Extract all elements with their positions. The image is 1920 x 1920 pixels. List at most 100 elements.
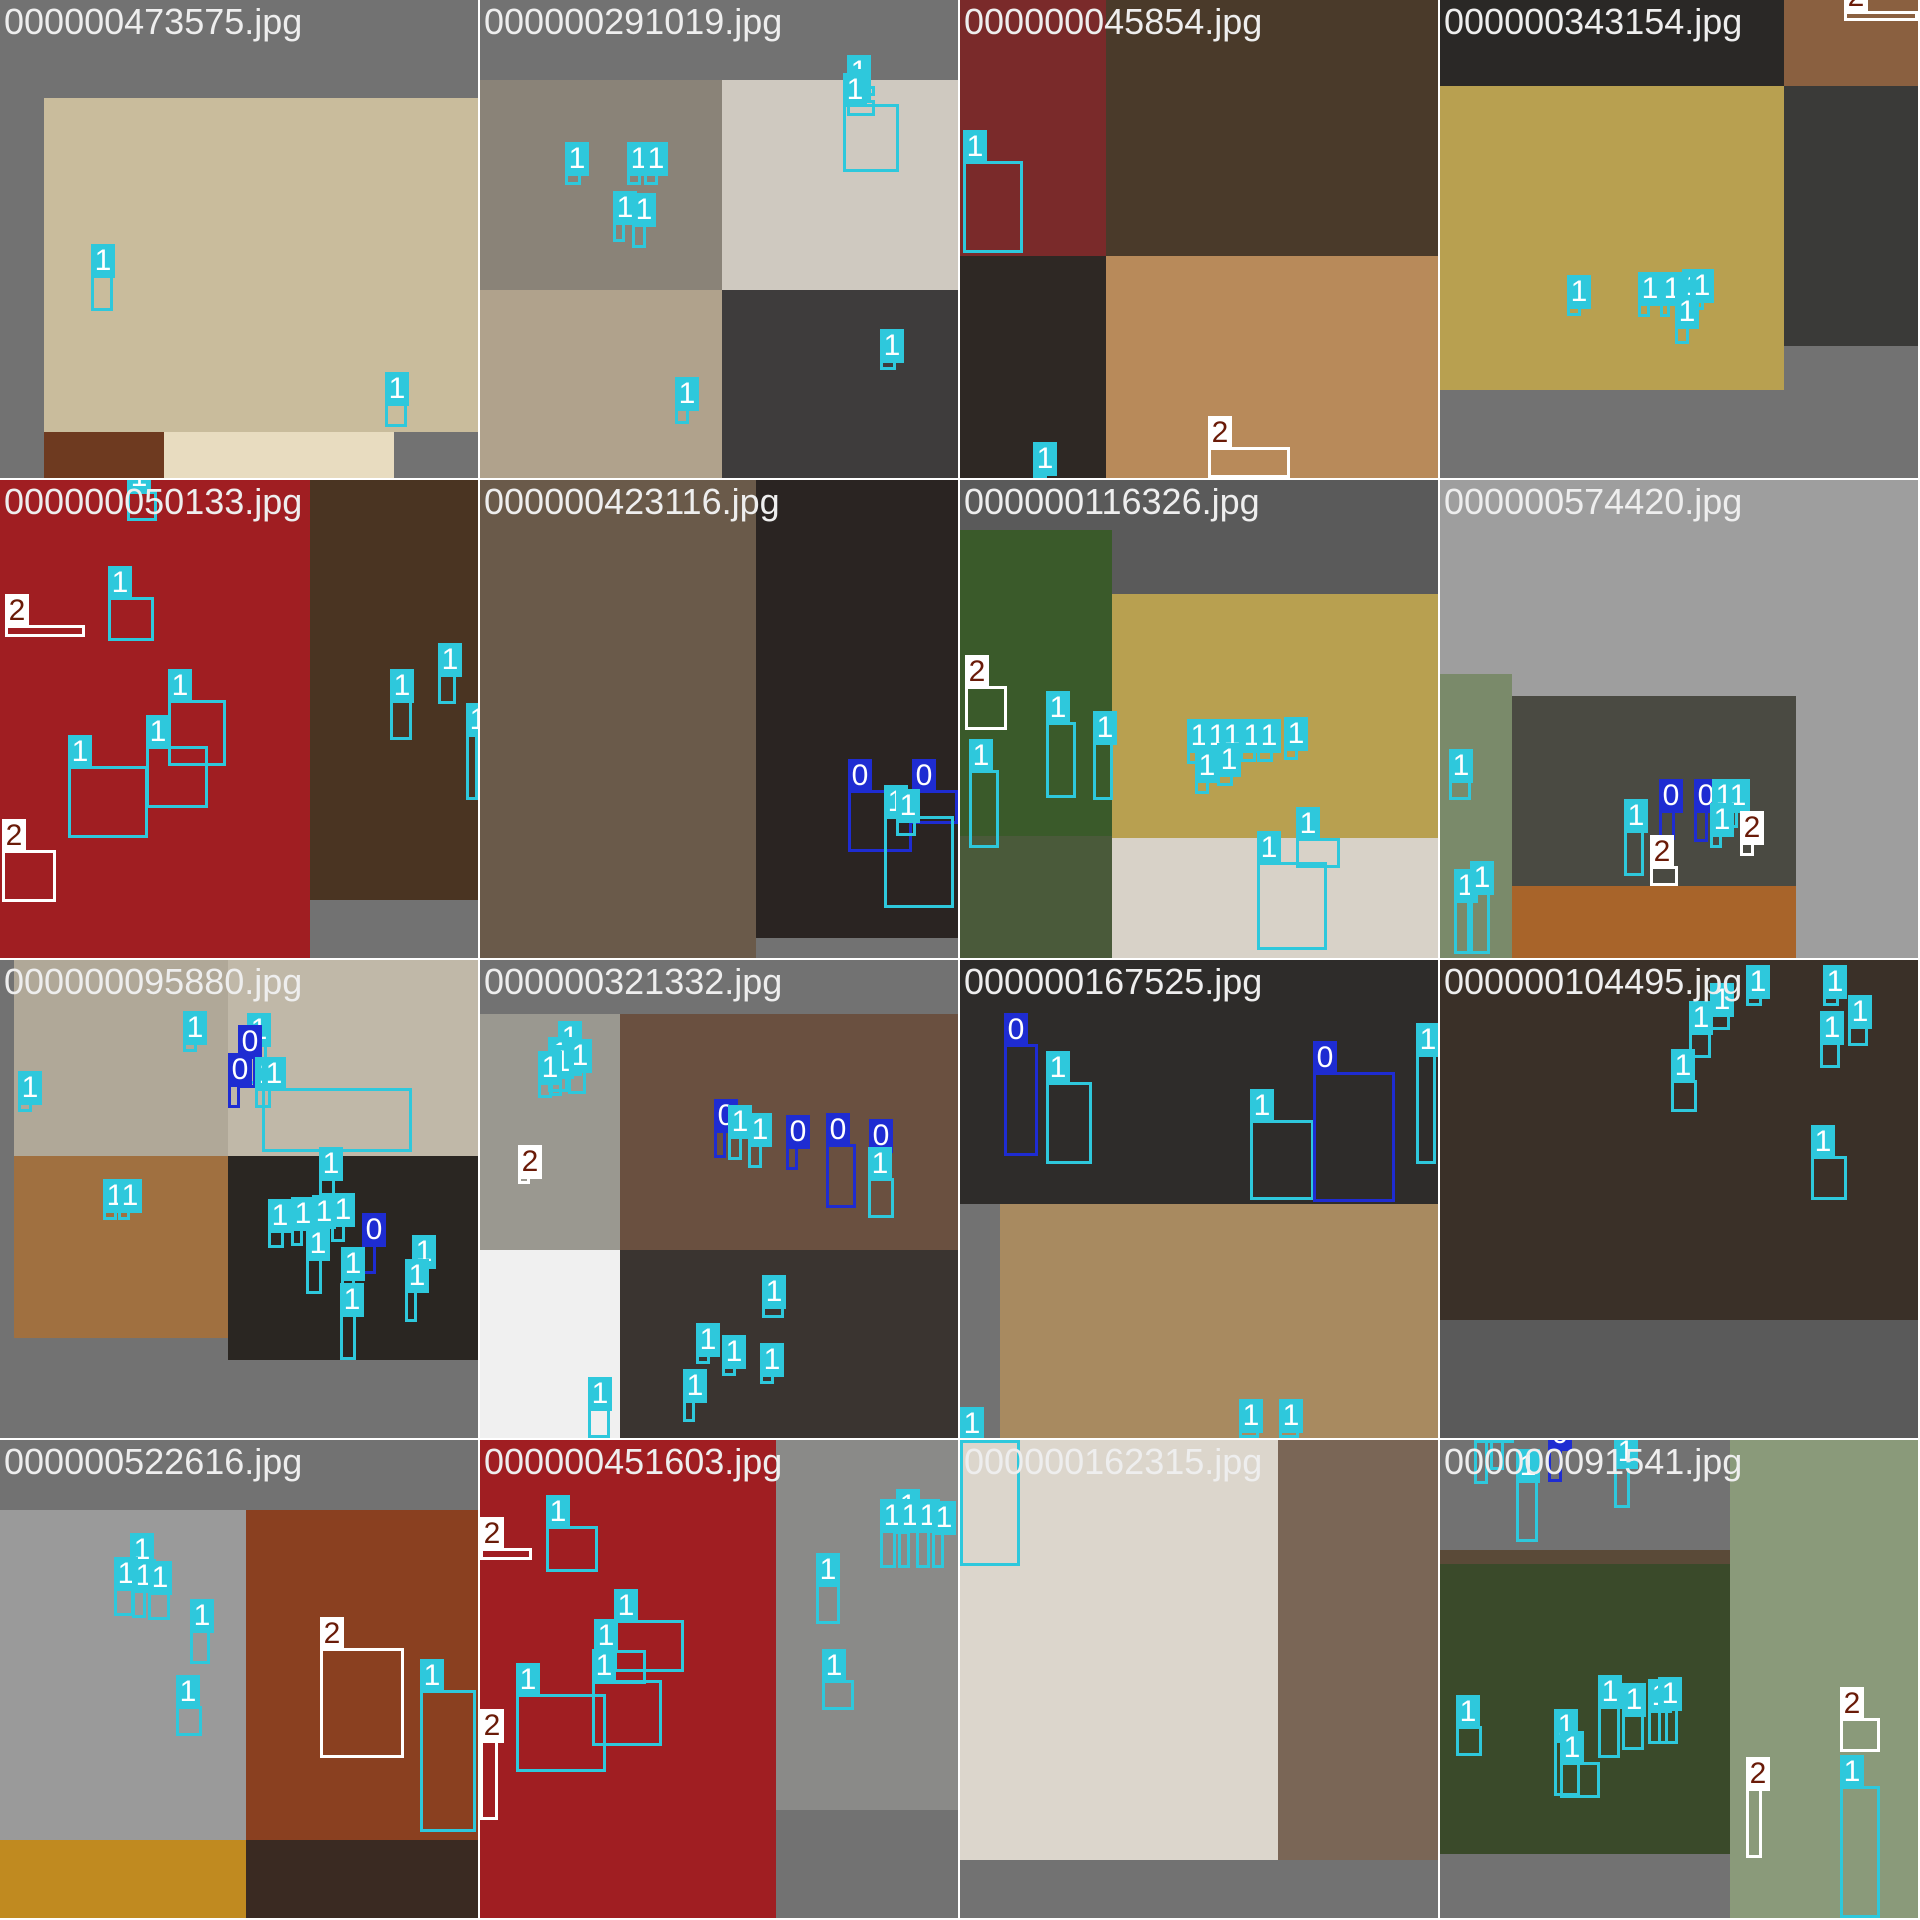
photo-region [1278, 1440, 1438, 1860]
bounding-box: 1 [1567, 275, 1591, 316]
class-label: 1 [1093, 711, 1117, 745]
bounding-box: 0 [714, 1099, 738, 1158]
class-label: 1 [1840, 1755, 1864, 1789]
bounding-box: 1 [1279, 1399, 1303, 1438]
class-label: 1 [341, 1247, 365, 1281]
bounding-box: 1 [963, 130, 1023, 253]
bounding-box: 1 [1689, 1001, 1713, 1058]
class-label: 2 [1740, 811, 1764, 845]
class-label: 1 [1516, 1449, 1540, 1483]
bounding-box: 1 [1622, 1683, 1646, 1750]
photo-region [776, 1440, 958, 1810]
bounding-box: 1 [91, 244, 115, 311]
bounding-box: 2 [518, 1145, 542, 1184]
class-label: 1 [760, 1343, 784, 1377]
class-label: 1 [1284, 717, 1308, 751]
class-label: 1 [1710, 983, 1734, 1017]
bounding-box: 1 [1257, 831, 1327, 950]
bounding-box: 1 [405, 1259, 429, 1322]
class-label: 1 [385, 372, 409, 406]
image-filename: 000000095880.jpg [4, 961, 303, 1002]
class-label: 1 [762, 1275, 786, 1309]
class-label: 1 [1624, 799, 1648, 833]
image-tile: 2111111000000343154.jpg [1440, 0, 1918, 478]
bounding-box: 1 [516, 1663, 606, 1772]
bounding-box: 1 [1624, 799, 1648, 876]
bounding-box: 0 [1659, 779, 1683, 840]
photo-region [722, 290, 958, 478]
class-label: 0 [912, 759, 936, 793]
class-label: 1 [118, 1179, 142, 1213]
class-label: 1 [183, 1011, 207, 1045]
class-label: 1 [1671, 1049, 1695, 1083]
image-tile: 11100111111111101111000000095880.jpg [0, 960, 478, 1438]
bounding-box: 1 [319, 1147, 343, 1196]
class-label: 0 [848, 759, 872, 793]
image-tile: 1 1 0 0 1 1 1 2 2 1 1 000000574420.jpg [1440, 480, 1918, 958]
photo-region [1784, 86, 1918, 346]
class-label: 1 [538, 1051, 562, 1085]
bounding-box: 2 [480, 1709, 504, 1820]
bounding-box: 1 [1598, 1675, 1622, 1758]
class-label: 2 [1844, 0, 1868, 14]
bounding-box: 1 [262, 1057, 412, 1152]
bounding-box: 1 [1033, 442, 1057, 478]
photo-region [960, 256, 1106, 478]
class-label: 1 [146, 715, 170, 749]
bounding-box: 2 [1844, 0, 1918, 21]
photo-region [722, 80, 958, 290]
class-label: 1 [1046, 1051, 1070, 1085]
class-label: 2 [518, 1145, 542, 1179]
bounding-box: 1 [114, 1557, 138, 1616]
class-label: 1 [843, 73, 867, 107]
bounding-box: 1 [1416, 1023, 1438, 1164]
class-label: 0 [1004, 1013, 1028, 1047]
bounding-box: 1 [896, 789, 920, 836]
image-filename: 000000321332.jpg [484, 961, 783, 1002]
bounding-box: 1 [1449, 749, 1473, 800]
image-tile: 1 1 1 1 1 1 2 1 000000522616.jpg [0, 1440, 478, 1918]
photo-region [480, 80, 722, 290]
bounding-box: 1 [118, 1179, 142, 1220]
photo-region [1512, 886, 1796, 958]
photo-region [1440, 1564, 1736, 1854]
image-tile: 1111111122000000050133.jpg [0, 480, 478, 958]
bounding-box: 0 [1548, 1440, 1572, 1482]
class-label: 1 [1490, 1440, 1514, 1443]
class-label: 1 [1187, 719, 1211, 753]
class-label: 1 [1474, 1440, 1498, 1443]
class-label: 1 [1658, 1677, 1682, 1711]
image-tile: 1 1 1 1 1 1 1 1 000000104495.jpg [1440, 960, 1918, 1438]
image-tile: 1111120000111111111000000321332.jpg [480, 960, 958, 1438]
bounding-box: 2 [1208, 416, 1290, 478]
photo-region [1106, 0, 1438, 256]
class-label: 1 [822, 1649, 846, 1683]
bounding-box: 1 [916, 1499, 940, 1568]
image-filename: 000000162315.jpg [964, 1441, 1263, 1482]
photo-region [960, 836, 1112, 958]
class-label: 1 [331, 1193, 355, 1227]
photo-region [1000, 1204, 1438, 1438]
image-filename: 000000451603.jpg [484, 1441, 783, 1482]
class-label: 1 [1257, 719, 1281, 753]
bounding-box: 1 [1848, 995, 1872, 1046]
class-label: 1 [91, 244, 115, 278]
class-label: 1 [1848, 995, 1872, 1029]
bounding-box: 2 [965, 655, 1007, 730]
bounding-box: 0 [1004, 1013, 1038, 1156]
bounding-box: 1 [1823, 965, 1847, 1006]
bounding-box: 1 [420, 1659, 476, 1832]
class-label: 2 [480, 1517, 504, 1551]
class-label: 1 [262, 1057, 286, 1091]
image-filename: 000000050133.jpg [4, 481, 303, 522]
bounding-box: 1 [1046, 691, 1076, 798]
bounding-box: 1 [1257, 719, 1281, 762]
photo-region [620, 1250, 958, 1438]
class-label: 1 [1689, 1001, 1713, 1035]
bounding-box: 1 [1675, 295, 1699, 344]
class-label: 1 [466, 703, 478, 737]
class-label: 2 [480, 1709, 504, 1743]
bounding-box: 1 [1046, 1051, 1092, 1164]
image-filename: 000000167525.jpg [964, 961, 1263, 1002]
class-label: 1 [1257, 831, 1281, 865]
